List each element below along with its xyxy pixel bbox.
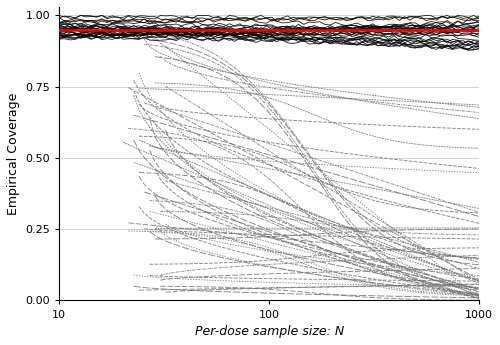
Y-axis label: Empirical Coverage: Empirical Coverage: [7, 92, 20, 215]
X-axis label: Per-dose sample size: N: Per-dose sample size: N: [194, 325, 344, 338]
